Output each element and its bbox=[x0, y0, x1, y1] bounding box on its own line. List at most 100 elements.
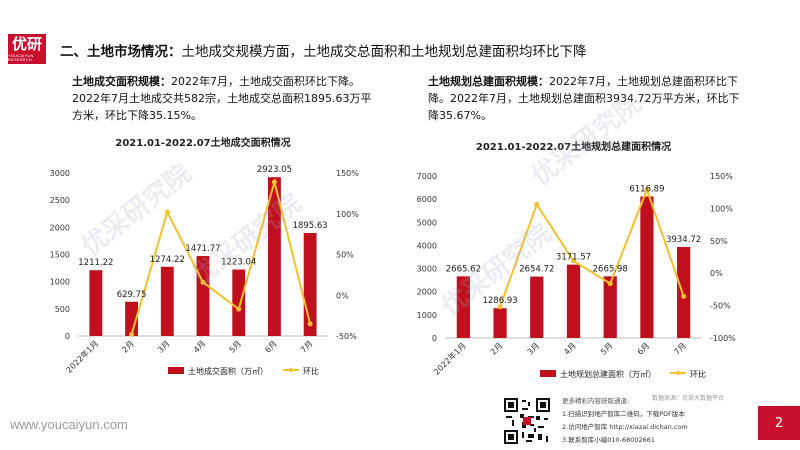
bar-value-label: 1286.93 bbox=[482, 296, 517, 306]
mom-point bbox=[307, 321, 313, 327]
bar-value-label: 629.75 bbox=[117, 290, 147, 300]
y-right-tick-label: 100% bbox=[710, 204, 733, 213]
bar-value-label: 3934.72 bbox=[666, 235, 701, 245]
y-right-tick-label: 150% bbox=[710, 172, 733, 181]
mom-point bbox=[236, 306, 242, 312]
mom-point bbox=[607, 281, 613, 287]
mom-point bbox=[200, 279, 206, 285]
mom-point bbox=[644, 187, 650, 193]
bar bbox=[196, 256, 210, 336]
mom-line bbox=[499, 186, 685, 308]
y-right-tick-label: 50% bbox=[710, 237, 728, 246]
section-heading: 二、土地市场情况：土地成交规模方面，土地成交总面积和土地规划总建面积均环比下降 bbox=[60, 40, 587, 60]
land-planned-area-chart: 2021.01-2022.07土地规划总建面积情况 0 1000 2000 3000 40… bbox=[417, 140, 737, 379]
bar-value-label: 3171.57 bbox=[556, 253, 591, 263]
x-tick-label: 6月 bbox=[636, 341, 652, 357]
x-tick-label: 5月 bbox=[599, 341, 615, 357]
bar-value-label: 2665.98 bbox=[593, 264, 628, 274]
x-tick-label: 4月 bbox=[192, 339, 208, 355]
legend-line-label: 环比 bbox=[690, 369, 706, 379]
mom-point bbox=[164, 209, 170, 215]
left-summary: 土地成交面积规模：2022年7月，土地成交面积环比下降。2022年7月土地成交共… bbox=[72, 73, 372, 124]
x-tick-label: 2022年1月 bbox=[431, 340, 467, 376]
mom-point bbox=[129, 331, 135, 337]
legend-bar-swatch bbox=[540, 370, 556, 377]
bar-value-label: 1274.22 bbox=[150, 255, 185, 265]
y-left-tick-label: 1500 bbox=[50, 251, 70, 260]
y-left-tick-label: 2000 bbox=[50, 223, 70, 232]
x-tick-label: 4月 bbox=[562, 341, 578, 357]
y-left-tick-label: 6000 bbox=[417, 195, 437, 204]
site-url[interactable]: www.youcaiyun.com bbox=[10, 417, 128, 432]
page-number: 2 bbox=[758, 406, 800, 440]
bar-value-label: 2654.72 bbox=[519, 265, 554, 275]
bar-value-label: 1223.04 bbox=[221, 258, 256, 268]
bar-value-label: 2665.62 bbox=[446, 264, 481, 274]
x-tick-label: 7月 bbox=[299, 339, 315, 355]
qr-code bbox=[502, 396, 552, 446]
legend-bar-swatch bbox=[168, 367, 184, 374]
y-right-tick-label: -50% bbox=[710, 302, 731, 311]
footer-more: 更多精彩内容获取通道: bbox=[562, 397, 630, 405]
y-right-tick-label: 100% bbox=[336, 210, 359, 219]
heading-prefix: 二、土地市场情况： bbox=[60, 44, 182, 60]
legend-line-marker bbox=[288, 367, 294, 373]
bar bbox=[566, 264, 581, 338]
y-left-tick-label: 7000 bbox=[417, 172, 437, 181]
bar bbox=[456, 276, 470, 338]
y-left-tick-label: 0 bbox=[65, 332, 70, 341]
bar-value-label: 1471.77 bbox=[185, 244, 220, 254]
y-left-tick-label: 3000 bbox=[50, 169, 70, 178]
bar bbox=[125, 301, 138, 336]
bar-value-label: 6116.89 bbox=[629, 184, 664, 194]
mom-point bbox=[271, 179, 277, 185]
right-summary-body: 2022年7月，土地规划总建面积环比下降。2022年7月，土地规划总建面积393… bbox=[428, 75, 740, 122]
y-right-tick-label: -50% bbox=[336, 332, 357, 341]
chart-title: 2021.01-2022.07土地规划总建面积情况 bbox=[476, 140, 671, 153]
legend-bar-label: 土地规划总建面积（万㎡） bbox=[560, 369, 656, 379]
footer-line-1: 1.扫描识别地产智库二维码，下载PDF版本 bbox=[562, 410, 685, 418]
footer-line-2[interactable]: 2.访问地产智库 http://xiazai.dichan.com bbox=[562, 423, 688, 431]
x-tick-label: 6月 bbox=[263, 339, 279, 355]
y-left-tick-label: 5000 bbox=[417, 218, 437, 227]
bar bbox=[89, 270, 103, 336]
data-source: 数据来源：优采大数据平台 bbox=[652, 395, 725, 402]
footer-info: 更多精彩内容获取通道: 1.扫描识别地产智库二维码，下载PDF版本 2.访问地产… bbox=[562, 395, 688, 447]
mom-point bbox=[497, 304, 503, 310]
bar bbox=[603, 276, 617, 338]
x-tick-label: 2022年1月 bbox=[64, 338, 100, 374]
bar-value-label: 2923.05 bbox=[257, 165, 292, 175]
y-left-tick-label: 3000 bbox=[417, 265, 437, 274]
right-summary-title: 土地规划总建面积规模： bbox=[428, 75, 549, 88]
x-tick-label: 2月 bbox=[489, 341, 505, 357]
land-transaction-area-chart: 2021.01-2022.07土地成交面积情况 0 500 1000 1500 2000 2… bbox=[50, 136, 360, 376]
brand-logo: 优研 YOUCAIYUN RESEARCH bbox=[8, 34, 46, 64]
y-left-tick-label: 2500 bbox=[50, 196, 70, 205]
x-tick-label: 2月 bbox=[120, 339, 136, 355]
y-left-tick-label: 4000 bbox=[417, 241, 437, 250]
y-left-tick-label: 500 bbox=[55, 305, 70, 314]
legend-line-marker bbox=[675, 370, 681, 376]
y-right-tick-label: 0% bbox=[710, 269, 723, 278]
footer-line-3: 3.联系智库小编010-68002661 bbox=[562, 436, 656, 444]
bar bbox=[232, 269, 246, 336]
x-tick-label: 3月 bbox=[156, 339, 172, 355]
y-right-tick-label: -100% bbox=[710, 334, 736, 343]
bar bbox=[493, 308, 507, 338]
bar bbox=[677, 246, 691, 338]
left-summary-title: 土地成交面积规模： bbox=[72, 75, 171, 88]
mom-point bbox=[681, 293, 687, 299]
left-summary-body: 2022年7月，土地成交面积环比下降。2022年7月土地成交共582宗，土地成交… bbox=[72, 75, 372, 122]
bar bbox=[530, 276, 544, 338]
right-summary: 土地规划总建面积规模：2022年7月，土地规划总建面积环比下降。2022年7月，… bbox=[428, 73, 748, 124]
legend-bar-label: 土地成交面积（万㎡） bbox=[188, 366, 268, 376]
chart-title: 2021.01-2022.07土地成交面积情况 bbox=[115, 136, 290, 149]
y-left-tick-label: 2000 bbox=[417, 288, 437, 297]
y-right-tick-label: 150% bbox=[336, 169, 359, 178]
x-tick-label: 7月 bbox=[672, 341, 688, 357]
mom-line bbox=[130, 178, 312, 335]
bar bbox=[268, 177, 281, 336]
mom-point bbox=[534, 202, 540, 208]
bar bbox=[160, 266, 174, 336]
x-tick-label: 3月 bbox=[526, 341, 542, 357]
